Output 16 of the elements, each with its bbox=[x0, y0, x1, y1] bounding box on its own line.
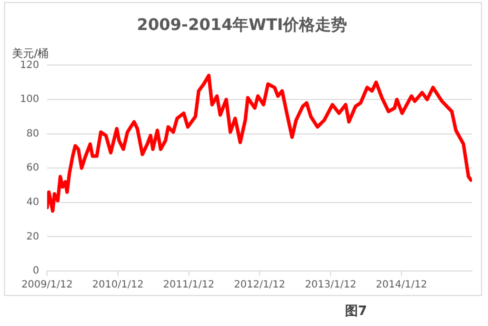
y-tick-label: 0 bbox=[32, 266, 40, 277]
x-tick-label: 2013/1/12 bbox=[305, 280, 356, 291]
y-tick-label: 60 bbox=[26, 162, 40, 174]
x-tick-label: 2011/1/12 bbox=[163, 280, 214, 291]
y-axis-title: 美元/桶 bbox=[12, 46, 49, 60]
x-tick-label: 2014/1/12 bbox=[376, 280, 428, 291]
y-tick-label: 100 bbox=[20, 94, 40, 106]
caption: 图7 bbox=[345, 303, 368, 320]
y-tick-label: 120 bbox=[20, 60, 40, 71]
y-tick-label: 80 bbox=[26, 128, 40, 140]
x-tick-label: 2012/1/12 bbox=[234, 280, 286, 291]
x-tick-label: 2010/1/12 bbox=[92, 280, 144, 291]
chart-title: 2009-2014年WTI价格走势 bbox=[136, 14, 348, 34]
y-tick-label: 40 bbox=[26, 196, 40, 208]
y-tick-label: 20 bbox=[26, 231, 40, 242]
x-tick-label: 2009/1/12 bbox=[21, 280, 73, 291]
